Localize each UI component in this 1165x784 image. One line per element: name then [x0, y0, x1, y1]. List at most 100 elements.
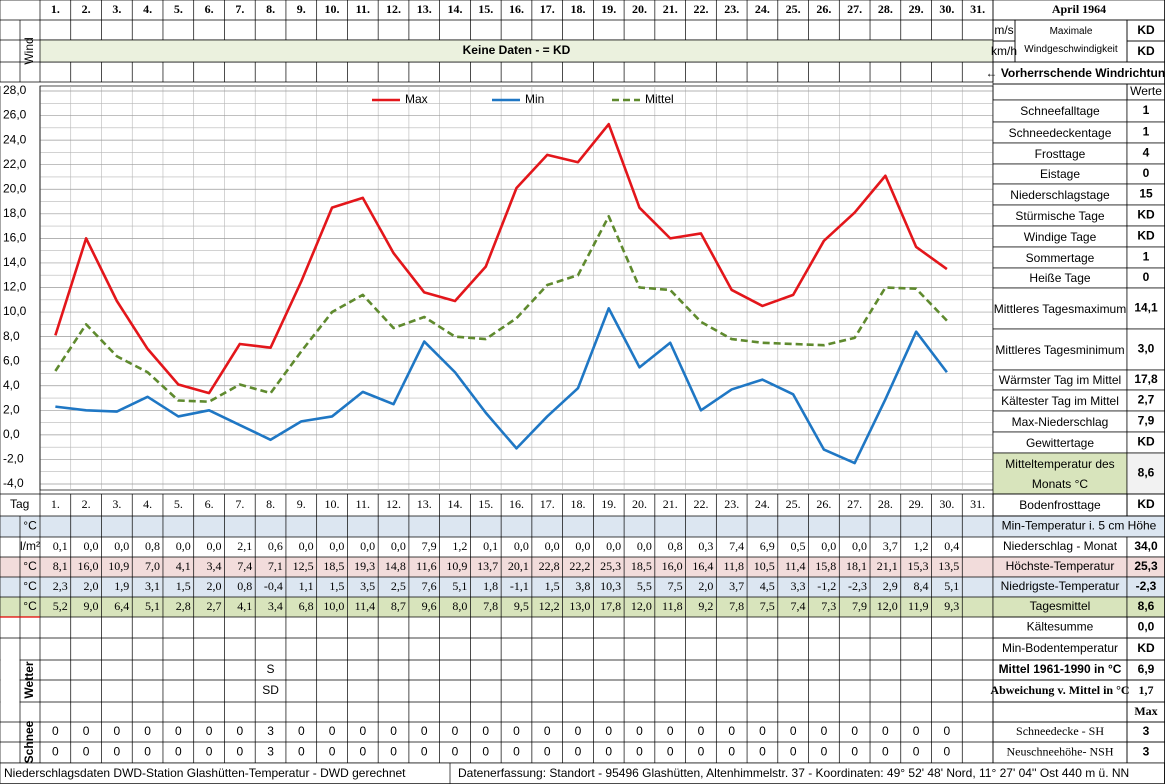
stat-label-box: Kältester Tag im Mittel — [1001, 393, 1119, 408]
snow-value: 0 — [605, 724, 612, 738]
snow-value: 0 — [421, 724, 428, 738]
stat-label-box: Mitteltemperatur des Monats °C — [1005, 457, 1114, 491]
stat-value: 8,6 — [1138, 466, 1155, 480]
stat-label-box: Heiße Tage — [1029, 271, 1090, 285]
stat-value: 14,1 — [1134, 301, 1158, 315]
day-label: 28. — [878, 497, 893, 511]
day-header: 5. — [174, 2, 183, 16]
cell-value: 2,1 — [237, 539, 252, 553]
row-value: 8,6 — [1138, 599, 1155, 613]
snow-value: 0 — [821, 745, 828, 759]
stat-label-box: Wärmster Tag im Mittel — [998, 373, 1122, 387]
cell-value: 9,3 — [944, 599, 959, 613]
cell-value: 3,5 — [360, 579, 375, 593]
day-label: 15. — [478, 497, 493, 511]
cell-value: 0,0 — [637, 539, 652, 553]
cell-value: 7,6 — [422, 579, 437, 593]
day-label: 3. — [112, 497, 121, 511]
cell-value: 11,4 — [785, 559, 806, 573]
cell-value: 0,4 — [944, 539, 959, 553]
day-header: 25. — [786, 2, 801, 16]
cell-value: 0,1 — [483, 539, 498, 553]
day-header: 9. — [297, 2, 306, 16]
footer-right: Datenerfassung: Standort - 95496 Glashüt… — [458, 766, 1129, 780]
row-value: 25,3 — [1134, 559, 1158, 573]
y-tick-label: -2,0 — [3, 452, 24, 466]
day-label: 6. — [205, 497, 214, 511]
stat-value: 0 — [1143, 270, 1150, 284]
cell-value: 0,6 — [268, 539, 283, 553]
day-header: 28. — [878, 2, 893, 16]
cell-value: 5,2 — [53, 599, 68, 613]
day-header: 23. — [724, 2, 739, 16]
cell-value: 3,7 — [883, 539, 898, 553]
snow-value: 0 — [298, 724, 305, 738]
snow-value: 0 — [513, 745, 520, 759]
stat-label-box: Gewittertage — [1025, 435, 1095, 450]
y-tick-label: 28,0 — [3, 83, 27, 97]
max-wind-value: KD — [1137, 23, 1155, 37]
cell-value: -1,2 — [817, 579, 836, 593]
cell-value: 8,7 — [391, 599, 406, 613]
snow-value: 0 — [390, 745, 397, 759]
cell-value: 22,8 — [539, 559, 560, 573]
wind-label: Wind — [22, 37, 36, 64]
stat-value: 2,7 — [1138, 393, 1155, 407]
stat-value: KD — [1137, 229, 1155, 243]
snow-value: 0 — [329, 745, 336, 759]
cell-value: 13,7 — [477, 559, 498, 573]
stat-label: Mittleres Tagesmaximum — [993, 301, 1127, 316]
snow-value: 0 — [544, 745, 551, 759]
cell-value: 12,0 — [631, 599, 652, 613]
cell-value: 18,5 — [323, 559, 344, 573]
cell-value: 5,1 — [944, 579, 959, 593]
cell-value: 0,1 — [53, 539, 68, 553]
wind-unit: km/h — [991, 44, 1017, 58]
cell-value: 8,4 — [914, 579, 929, 593]
cell-value: 1,2 — [914, 539, 929, 553]
cell-value: 22,2 — [569, 559, 590, 573]
day-label: 20. — [632, 497, 647, 511]
snow-value: 0 — [359, 724, 366, 738]
day-label: 29. — [909, 497, 924, 511]
y-tick-label: 24,0 — [3, 132, 27, 146]
cell-value: 7,4 — [237, 559, 252, 573]
day-header: 31. — [970, 2, 985, 16]
cell-value: 19,3 — [354, 559, 375, 573]
cell-value: 4,1 — [237, 599, 252, 613]
stat-label: Wärmster Tag im Mittel — [998, 373, 1122, 387]
day-label: 21. — [663, 497, 678, 511]
stat-label: Windige Tage — [1023, 229, 1097, 244]
stat-label: Sommertage — [1025, 250, 1095, 265]
y-tick-label: 14,0 — [3, 255, 27, 269]
stat-label: Frosttage — [1034, 146, 1086, 161]
cell-value: 3,4 — [206, 559, 221, 573]
stat-value: 17,8 — [1134, 372, 1158, 386]
snow-label: Schnee — [22, 720, 36, 763]
row-band — [0, 516, 993, 537]
stat-label: Gewittertage — [1025, 435, 1095, 450]
cell-value: 10,3 — [600, 579, 621, 593]
cell-value: 9,2 — [698, 599, 713, 613]
stat-label-box: Stürmische Tage — [1015, 209, 1104, 223]
legend-label: Min — [525, 92, 544, 106]
stat-label: Schneefalltage — [1020, 104, 1100, 118]
stats-header: Werte — [1130, 84, 1162, 98]
snow-value: 0 — [944, 724, 951, 738]
cell-value: 1,8 — [483, 579, 498, 593]
cell-value: 11,8 — [724, 559, 745, 573]
day-label: 12. — [386, 497, 401, 511]
series-line — [54, 122, 948, 395]
stat-label: Kältester Tag im Mittel — [1001, 393, 1119, 408]
summary-value: KD — [1137, 641, 1155, 655]
cell-value: 8,0 — [452, 599, 467, 613]
y-tick-label: 26,0 — [3, 108, 27, 122]
stat-label-box: Niederschlagstage — [1010, 188, 1109, 202]
day-header: 3. — [112, 2, 121, 16]
day-label: 25. — [786, 497, 801, 511]
stat-label-box: Schneefalltage — [1020, 104, 1100, 118]
cell-value: 2,0 — [698, 579, 713, 593]
cell-value: -1,1 — [510, 579, 529, 593]
snow-value: 0 — [390, 724, 397, 738]
y-tick-label: 12,0 — [3, 280, 27, 294]
